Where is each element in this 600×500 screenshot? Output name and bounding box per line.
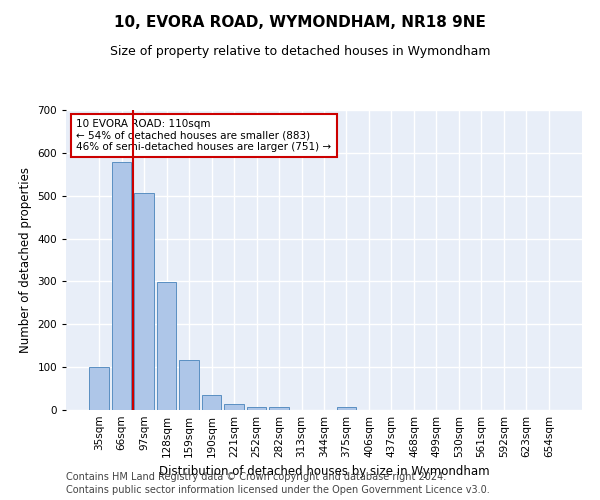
Y-axis label: Number of detached properties: Number of detached properties [19,167,32,353]
X-axis label: Distribution of detached houses by size in Wymondham: Distribution of detached houses by size … [158,466,490,478]
Text: Size of property relative to detached houses in Wymondham: Size of property relative to detached ho… [110,45,490,58]
Bar [179,360,199,410]
Bar [157,282,176,410]
Bar [112,162,131,410]
Bar [247,406,266,410]
Bar [337,406,356,410]
Bar [202,395,221,410]
Text: 10 EVORA ROAD: 110sqm
← 54% of detached houses are smaller (883)
46% of semi-det: 10 EVORA ROAD: 110sqm ← 54% of detached … [76,119,331,152]
Bar [224,404,244,410]
Text: 10, EVORA ROAD, WYMONDHAM, NR18 9NE: 10, EVORA ROAD, WYMONDHAM, NR18 9NE [114,15,486,30]
Bar [89,367,109,410]
Text: Contains public sector information licensed under the Open Government Licence v3: Contains public sector information licen… [66,485,490,495]
Text: Contains HM Land Registry data © Crown copyright and database right 2024.: Contains HM Land Registry data © Crown c… [66,472,446,482]
Bar [269,406,289,410]
Bar [134,192,154,410]
